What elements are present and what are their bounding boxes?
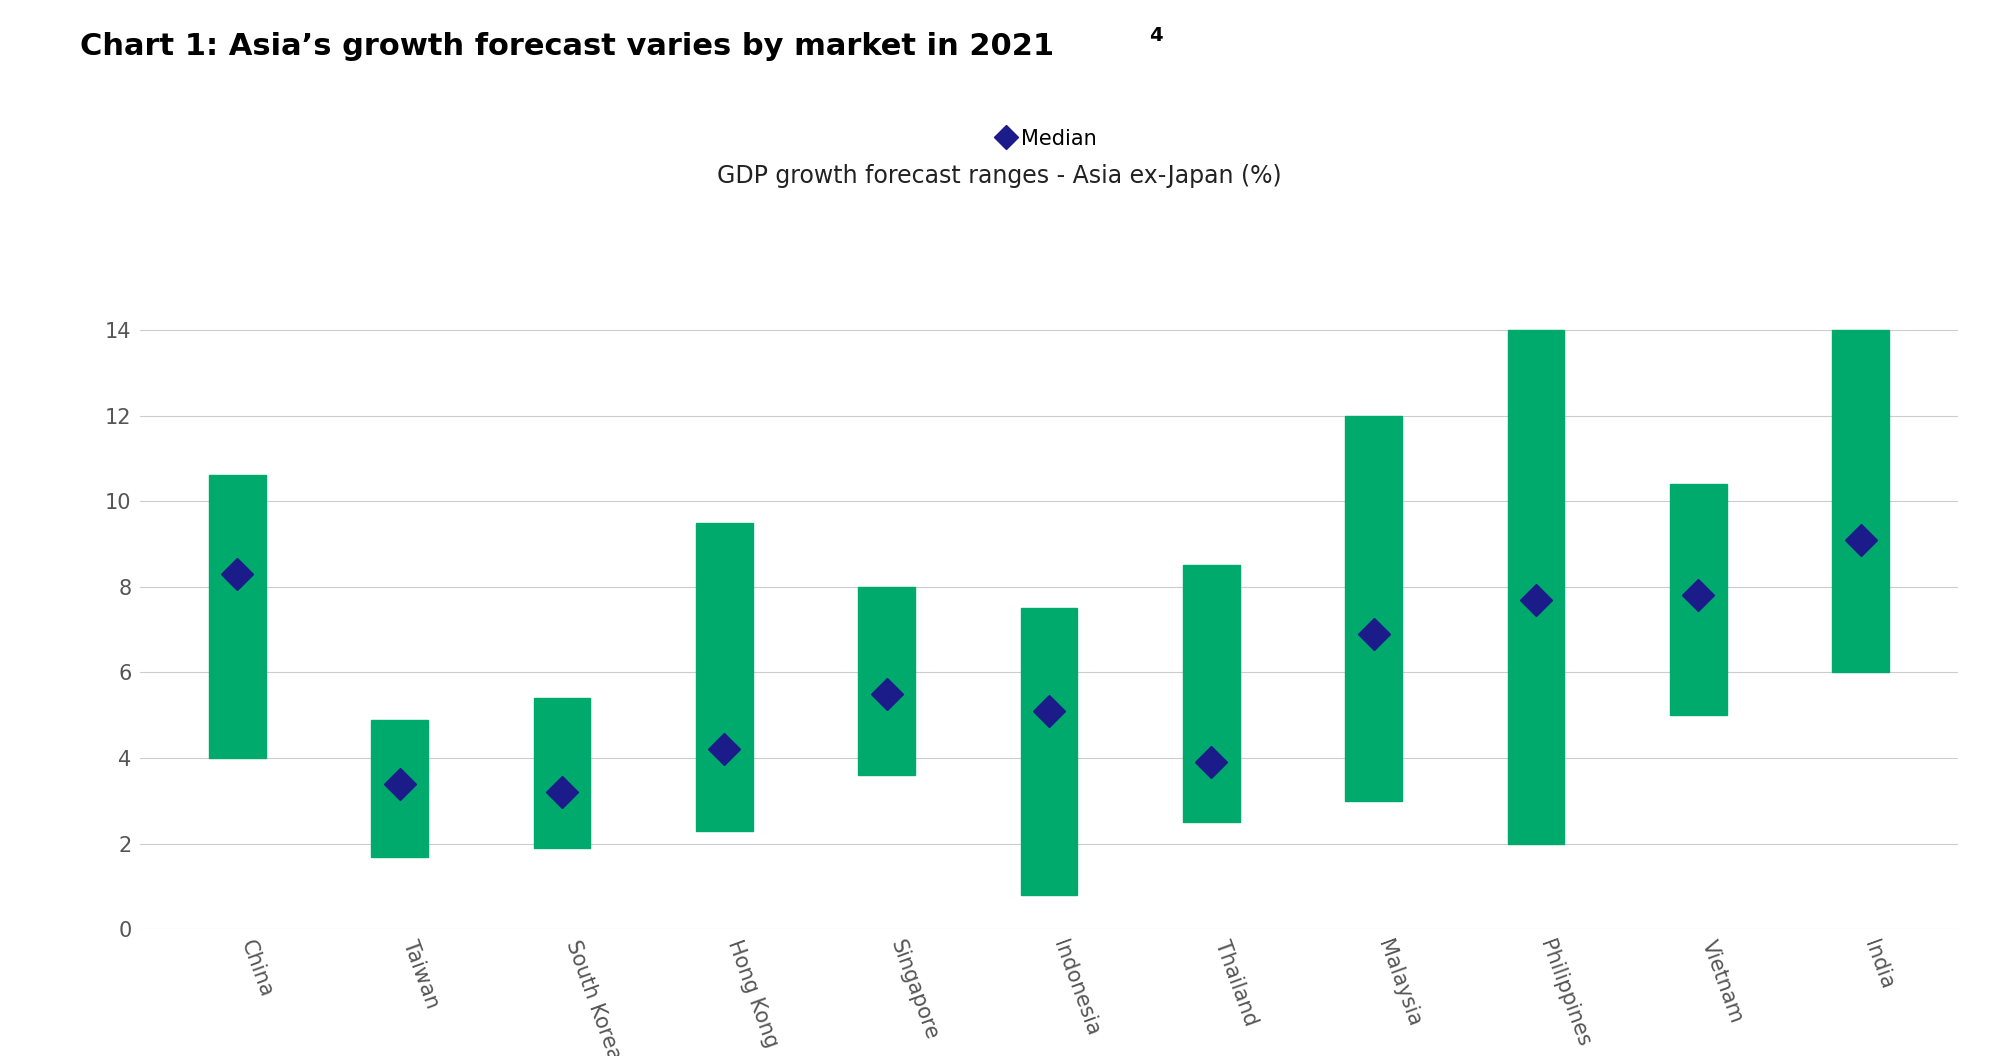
Bar	[1832, 329, 1888, 673]
Text: Chart 1: Asia’s growth forecast varies by market in 2021: Chart 1: Asia’s growth forecast varies b…	[80, 32, 1055, 60]
Text: GDP growth forecast ranges - Asia ex-Japan (%): GDP growth forecast ranges - Asia ex-Jap…	[717, 164, 1281, 188]
Bar	[1508, 329, 1564, 844]
Bar	[372, 719, 428, 856]
Bar	[533, 698, 589, 848]
Bar	[695, 523, 753, 831]
Bar	[1021, 608, 1077, 895]
Bar	[1345, 416, 1403, 800]
Text: 4: 4	[1149, 26, 1163, 45]
Bar	[1670, 484, 1726, 715]
Bar	[1183, 565, 1239, 823]
Bar	[859, 587, 915, 775]
Bar	[210, 475, 266, 758]
Legend: Median: Median	[1001, 129, 1097, 149]
